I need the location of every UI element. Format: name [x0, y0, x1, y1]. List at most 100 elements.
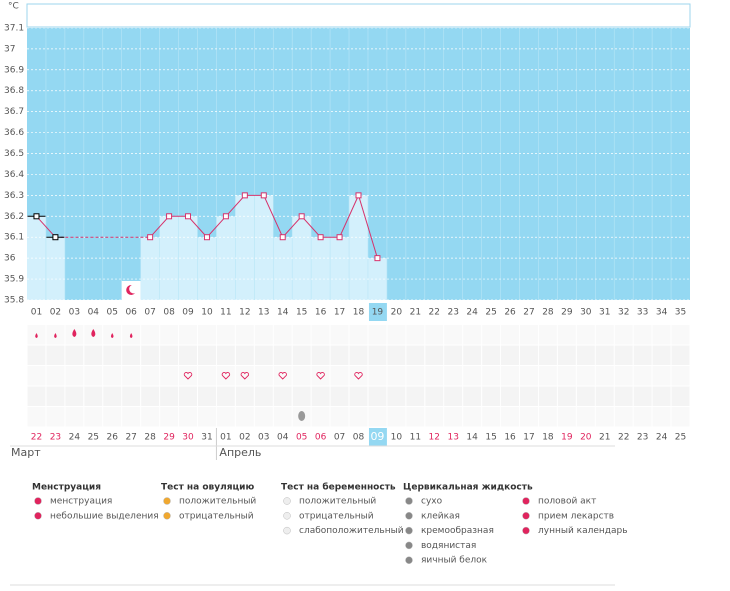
symbol-cell [652, 366, 671, 386]
temp-column [273, 237, 293, 300]
date-label: 19 [561, 433, 573, 443]
symbol-cell [65, 345, 84, 365]
x-tick-label: 06 [125, 308, 137, 318]
date-label: 23 [637, 433, 648, 443]
symbol-cell [103, 407, 122, 427]
symbol-cell [160, 345, 179, 365]
symbol-cell [349, 407, 368, 427]
heart-icon [221, 372, 231, 380]
symbol-cell [368, 366, 387, 386]
symbol-cell [463, 345, 482, 365]
symbol-cell [595, 407, 614, 427]
symbol-cell [179, 366, 197, 386]
date-label: 25 [675, 433, 686, 443]
symbol-cell [538, 325, 557, 345]
y-axis-label: °C [8, 2, 19, 12]
x-tick-label: 21 [410, 308, 421, 318]
symbol-cell [103, 366, 122, 386]
symbol-cell [330, 345, 349, 365]
x-tick-label: 08 [163, 308, 175, 318]
symbol-cell [311, 366, 330, 386]
symbol-cell [368, 407, 387, 427]
menstruation-icon [72, 329, 77, 337]
x-tick-label: 03 [69, 308, 80, 318]
legend-item: слабоположительный [299, 526, 404, 536]
symbol-cell [27, 386, 46, 406]
symbol-cell [444, 345, 463, 365]
symbol-cell [311, 407, 330, 427]
symbol-cell [520, 325, 538, 345]
symbol-cell [122, 407, 141, 427]
y-tick-label: 36.5 [4, 149, 24, 159]
symbol-cell [406, 325, 425, 345]
x-tick-label: 04 [88, 308, 100, 318]
symbol-cell [425, 345, 444, 365]
temp-marker [317, 234, 324, 241]
symbol-cell [160, 325, 179, 345]
symbol-cell [633, 325, 652, 345]
x-tick-label: 30 [580, 308, 592, 318]
x-tick-label: 31 [599, 308, 610, 318]
date-label: 01 [220, 433, 231, 443]
symbol-cell [595, 366, 614, 386]
x-tick-label: 27 [523, 308, 534, 318]
symbol-cell [84, 366, 103, 386]
symbol-cell [235, 366, 254, 386]
legend-icon [522, 497, 530, 505]
month-label: Март [11, 446, 41, 459]
temp-marker [336, 234, 343, 241]
month-label: Апрель [219, 446, 261, 459]
x-tick-label: 20 [391, 308, 403, 318]
plot-header [26, 3, 691, 28]
y-tick-label: 37 [4, 44, 15, 54]
symbol-cell [652, 386, 671, 406]
symbol-cell [482, 366, 501, 386]
symbol-cell [65, 407, 84, 427]
legend-item: прием лекарств [538, 511, 614, 521]
symbol-cell [406, 345, 425, 365]
symbol-cell [463, 386, 482, 406]
legend-icon [283, 512, 291, 520]
temp-column [311, 237, 331, 300]
symbol-cell [235, 345, 254, 365]
date-label: 29 [163, 433, 175, 443]
date-label: 13 [447, 433, 458, 443]
symbol-cell [652, 407, 671, 427]
symbol-cell [349, 386, 368, 406]
symbol-cell [557, 386, 576, 406]
symbol-cell [538, 366, 557, 386]
symbol-cell [425, 325, 444, 345]
symbol-cell [538, 386, 557, 406]
symbol-cell [463, 325, 482, 345]
date-label: 27 [125, 433, 136, 443]
symbol-cell [614, 325, 633, 345]
legend-icon [405, 526, 413, 535]
symbol-cell [65, 366, 84, 386]
symbol-cell [122, 366, 141, 386]
x-tick-label: 02 [50, 308, 61, 318]
date-label: 08 [353, 433, 365, 443]
date-label: 24 [656, 433, 668, 443]
symbol-cell [482, 386, 501, 406]
y-tick-label: 36.7 [4, 107, 24, 117]
symbol-cell [330, 366, 349, 386]
date-label: 18 [542, 433, 554, 443]
symbol-cell [216, 325, 235, 345]
symbol-cell [444, 325, 463, 345]
symbol-cell [141, 386, 160, 406]
x-tick-label: 26 [504, 308, 516, 318]
date-label: 16 [504, 433, 516, 443]
x-tick-label: 23 [447, 308, 458, 318]
symbol-cell [235, 325, 254, 345]
symbol-cell [216, 366, 235, 386]
temp-column [367, 258, 387, 300]
symbol-cell [254, 366, 273, 386]
x-tick-label: 33 [637, 308, 648, 318]
symbol-cell [27, 345, 46, 365]
date-label: 21 [599, 433, 610, 443]
symbol-cell [311, 345, 330, 365]
date-label: 22 [31, 433, 42, 443]
symbol-cell [311, 386, 330, 406]
